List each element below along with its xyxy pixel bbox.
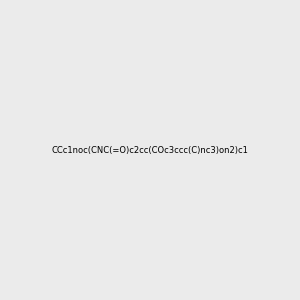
Text: CCc1noc(CNC(=O)c2cc(COc3ccc(C)nc3)on2)c1: CCc1noc(CNC(=O)c2cc(COc3ccc(C)nc3)on2)c1 — [52, 146, 248, 154]
